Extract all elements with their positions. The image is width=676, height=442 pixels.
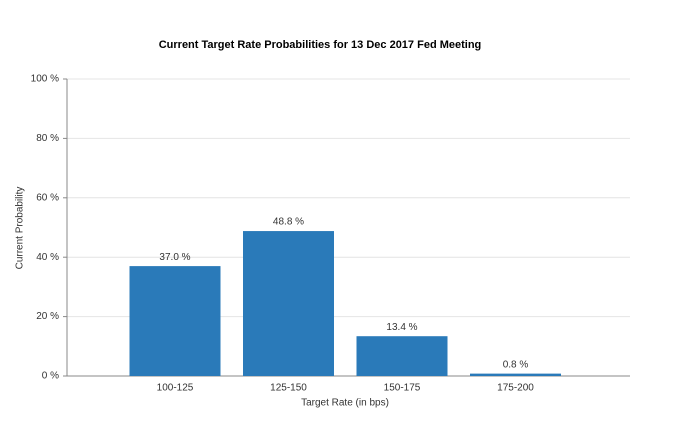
y-tick-label: 80 % bbox=[36, 133, 59, 144]
bar bbox=[356, 336, 448, 376]
value-label: 37.0 % bbox=[159, 252, 190, 263]
y-tick-label: 60 % bbox=[36, 192, 59, 203]
bar bbox=[129, 266, 221, 376]
y-axis-label: Current Probability bbox=[15, 187, 26, 270]
bar bbox=[243, 231, 334, 376]
x-tick-label: 125-150 bbox=[270, 383, 307, 394]
y-tick-label: 40 % bbox=[36, 252, 59, 263]
y-tick-label: 20 % bbox=[36, 311, 59, 322]
bar bbox=[470, 373, 561, 376]
x-tick-label: 175-200 bbox=[497, 383, 534, 394]
value-label: 13.4 % bbox=[386, 322, 417, 333]
x-axis-label: Target Rate (in bps) bbox=[301, 398, 389, 409]
value-label: 0.8 % bbox=[503, 359, 529, 370]
x-tick-label: 150-175 bbox=[384, 383, 421, 394]
y-tick-label: 100 % bbox=[31, 74, 59, 85]
x-tick-label: 100-125 bbox=[157, 383, 194, 394]
y-tick-label: 0 % bbox=[42, 371, 59, 382]
chart-title: Current Target Rate Probabilities for 13… bbox=[159, 39, 482, 51]
value-label: 48.8 % bbox=[273, 217, 304, 228]
